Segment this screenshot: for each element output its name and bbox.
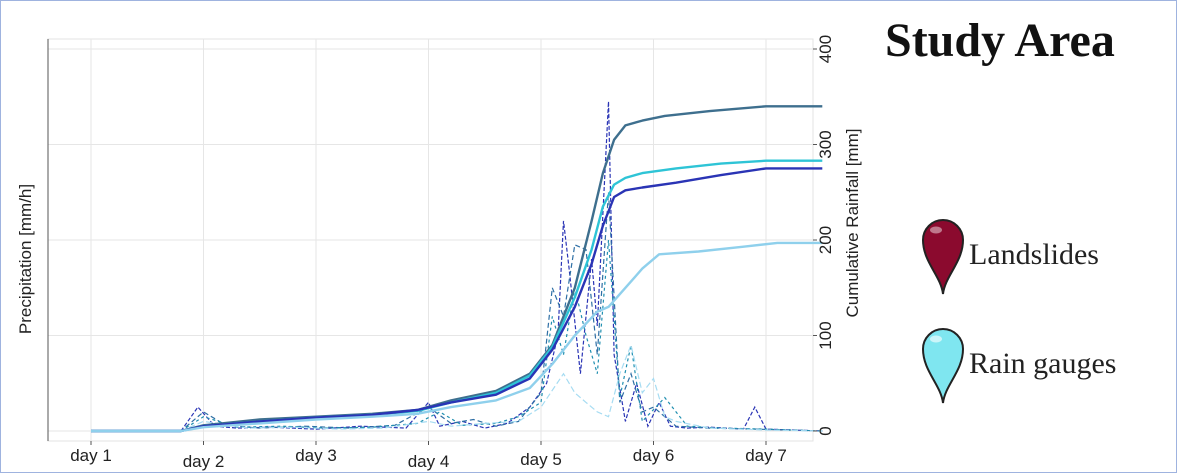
hourly-precipitation-line-1 bbox=[91, 101, 823, 432]
x-tick-label: day 7 bbox=[745, 446, 787, 465]
y-tick-label: 0 bbox=[816, 426, 835, 435]
landslide-pin-icon bbox=[921, 219, 965, 295]
legend-label-rain-gauges: Rain gauges bbox=[969, 347, 1117, 380]
legend-label-landslides: Landslides bbox=[969, 238, 1099, 271]
x-tick-label: day 5 bbox=[520, 450, 562, 469]
x-tick-label: day 2 bbox=[183, 452, 225, 471]
cumulative-rainfall-line-3 bbox=[91, 167, 823, 433]
rain-gauge-pin-icon bbox=[921, 328, 965, 404]
y-tick-label: 300 bbox=[816, 130, 835, 158]
x-tick-label: day 1 bbox=[70, 446, 112, 465]
legend-item-rain-gauges: Rain gauges bbox=[919, 323, 1116, 405]
y-tick-label: 100 bbox=[816, 321, 835, 349]
left-axis-label: Precipitation [mm/h] bbox=[16, 184, 35, 334]
rainfall-chart: day 1 day 2 day 3 day 4 day 5 day 6 day 7 0 100… bbox=[16, 35, 862, 471]
y-tick-label: 200 bbox=[816, 226, 835, 254]
legend-item-landslides: Landslides bbox=[919, 214, 1099, 296]
cumulative-rainfall-line-4 bbox=[91, 241, 823, 433]
study-area-title: Study Area bbox=[885, 14, 1115, 67]
cumulative-series-group bbox=[91, 105, 823, 433]
y-tick-label: 400 bbox=[816, 35, 835, 63]
x-tick-label: day 4 bbox=[408, 452, 450, 471]
x-tick-label: day 3 bbox=[295, 446, 337, 465]
hourly-precipitation-line-4 bbox=[91, 343, 823, 432]
y-tick-labels-right: 0 100 200 300 400 bbox=[813, 35, 835, 436]
right-axis-label: Cumulative Rainfall [mm] bbox=[843, 129, 862, 318]
x-tick-label: day 6 bbox=[633, 446, 675, 465]
x-tick-labels: day 1 day 2 day 3 day 4 day 5 day 6 day 7 bbox=[70, 441, 787, 471]
grid bbox=[48, 39, 813, 441]
hourly-series-group bbox=[91, 101, 823, 432]
